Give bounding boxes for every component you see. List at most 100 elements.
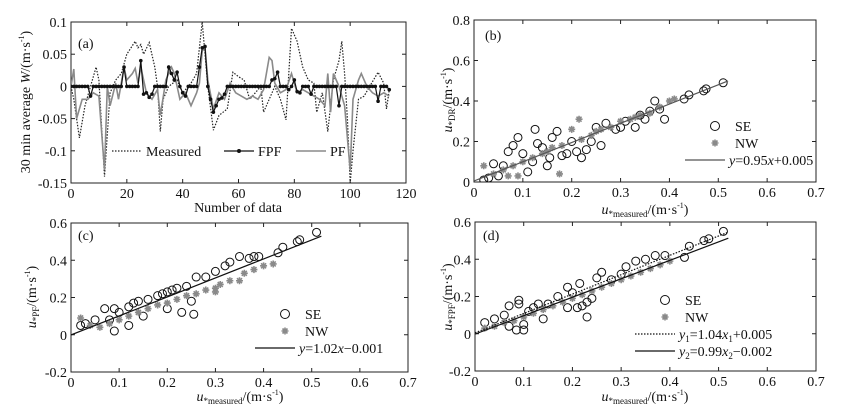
x-axis-label: u*measured/(m·s-1): [602, 388, 689, 406]
data-point-fpf: [323, 84, 327, 89]
label-part: x: [767, 154, 775, 169]
data-point-nw: [144, 305, 152, 313]
data-point-fpf: [275, 70, 280, 75]
data-point-se: [519, 325, 529, 335]
data-point-se: [504, 321, 514, 331]
data-point-se: [186, 296, 196, 306]
legend-marker-se: [660, 295, 670, 305]
y-axis-label: u*DR/(m·s-1): [439, 67, 457, 132]
data-point-nw: [637, 268, 645, 276]
data-point-nw: [598, 283, 606, 291]
plot-area: [71, 22, 392, 183]
data-point-fpf: [88, 94, 93, 98]
x-tick-label: 0.3: [207, 376, 225, 391]
x-tick-label: 0.1: [110, 376, 128, 391]
label-part: =0.99: [690, 345, 722, 360]
data-point-nw: [106, 320, 114, 328]
data-point-fpf: [97, 84, 101, 89]
data-point-se: [650, 96, 660, 106]
data-point-se: [518, 149, 528, 159]
data-point-fpf: [105, 84, 110, 89]
data-point-se: [504, 301, 514, 311]
data-point-fpf: [348, 84, 352, 89]
label-part: u: [25, 321, 40, 328]
data-point-fpf: [111, 84, 115, 89]
data-point-nw: [556, 170, 563, 178]
data-point-fpf: [233, 84, 238, 89]
data-point-se: [718, 78, 728, 88]
data-point-fpf: [113, 84, 118, 89]
data-point-nw: [183, 292, 191, 300]
data-point-nw: [627, 272, 635, 280]
data-point-fpf: [83, 84, 87, 89]
label-part: ): [684, 390, 689, 405]
data-point-nw: [617, 276, 625, 284]
data-point-fpf: [362, 84, 366, 89]
plot-area: [475, 226, 729, 335]
data-point-se: [157, 289, 167, 299]
data-point-nw: [211, 288, 219, 296]
data-point-nw: [592, 127, 600, 135]
data-point-fpf: [108, 84, 112, 89]
label-part: u: [441, 125, 456, 132]
data-point-fpf: [300, 84, 305, 89]
data-point-nw: [173, 295, 181, 303]
label-part: ): [441, 67, 456, 72]
data-point-fpf: [256, 84, 260, 89]
data-point-fpf: [80, 84, 84, 89]
data-point-fpf: [169, 71, 174, 76]
data-point-fpf: [261, 84, 266, 89]
y-tick-label: 0.1: [50, 16, 68, 31]
data-point-se: [557, 151, 567, 161]
data-point-fpf: [231, 84, 235, 89]
data-point-nw: [548, 144, 556, 152]
data-point-nw: [539, 306, 547, 314]
data-point-nw: [568, 125, 576, 133]
data-point-nw: [86, 321, 94, 329]
fit-line-1: [474, 80, 729, 182]
data-point-se: [581, 145, 591, 155]
y-tick-label: -0.1: [45, 145, 67, 160]
data-point-se: [660, 251, 670, 261]
data-point-fpf: [370, 84, 375, 89]
data-point-se: [312, 227, 322, 237]
label-part: u: [441, 324, 456, 331]
data-point-nw: [226, 277, 234, 285]
data-point-fpf: [189, 84, 193, 89]
data-point-nw: [607, 279, 615, 287]
label-part: −0.001: [344, 342, 383, 357]
data-point-se: [182, 281, 192, 291]
data-point-se: [597, 267, 607, 277]
label-part: x: [721, 328, 729, 343]
data-point-fpf: [228, 84, 232, 89]
data-point-se: [523, 167, 533, 177]
data-point-fpf: [292, 78, 297, 82]
y-tick-label: 0.2: [454, 291, 472, 306]
data-point-nw: [578, 291, 586, 299]
x-tick-label: 0.4: [661, 186, 679, 201]
y-tick-label: -0.2: [45, 366, 67, 381]
data-point-fpf: [284, 84, 288, 89]
fit-line-1: [71, 235, 322, 336]
x-tick-label: 0.2: [564, 375, 582, 390]
plot-area: [474, 78, 729, 182]
label-part: /(m·s: [19, 42, 34, 72]
data-point-fpf: [211, 110, 216, 114]
data-point-fpf: [289, 84, 294, 89]
data-point-fpf: [339, 84, 344, 89]
data-point-fpf: [214, 103, 218, 108]
data-point-nw: [575, 115, 583, 123]
data-point-nw: [481, 324, 489, 332]
data-point-fpf: [272, 76, 277, 81]
y-tick-label: 0.8: [453, 14, 471, 29]
data-point-fpf: [152, 84, 157, 89]
data-point-se: [718, 226, 728, 236]
panel-label: (c): [78, 229, 94, 244]
data-point-nw: [670, 95, 678, 103]
data-point-se: [162, 287, 172, 297]
x-tick-label: 0.6: [759, 375, 777, 390]
data-point-nw: [260, 262, 268, 270]
data-point-fpf: [379, 84, 383, 89]
data-point-se: [244, 253, 254, 263]
